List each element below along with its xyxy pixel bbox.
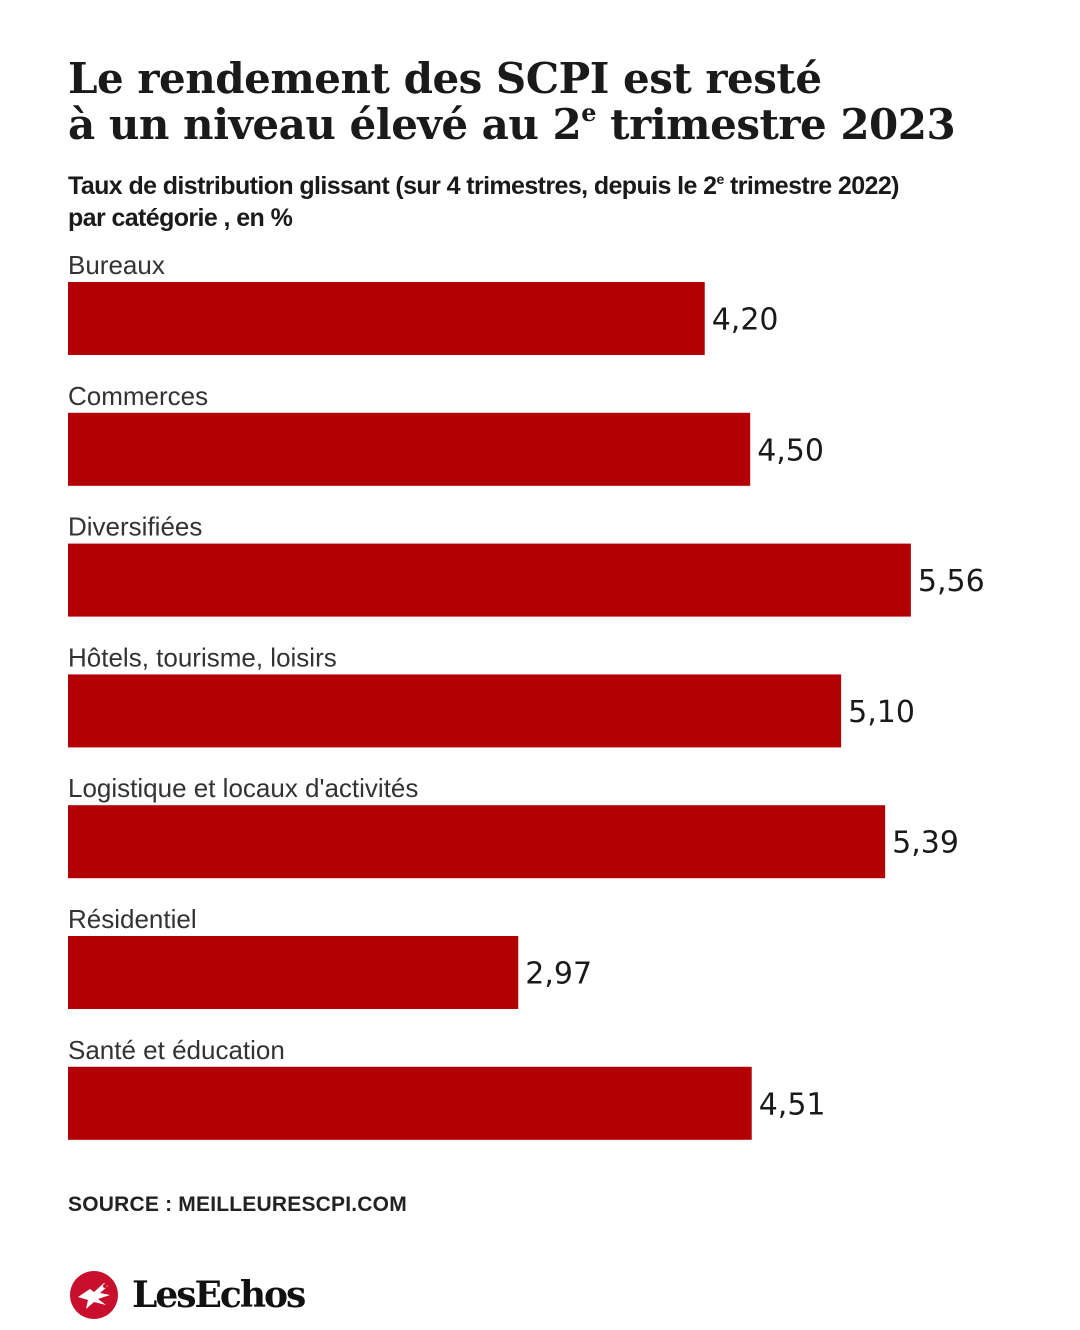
category-label-sante-et-education: Santé et éducation bbox=[68, 1035, 285, 1065]
bar-logistique-et-locaux-d-activites bbox=[68, 805, 886, 879]
chart-subtitle-line-2: par catégorie , en % bbox=[68, 204, 293, 232]
bar-bureaux bbox=[68, 282, 705, 355]
chart-subtitle-start: Taux de distribution glissant (sur 4 tri… bbox=[68, 172, 717, 200]
brand-name: LesEchos bbox=[132, 1274, 306, 1316]
bar-sante-et-education bbox=[68, 1066, 752, 1140]
value-label-bureaux: 4,20 bbox=[712, 303, 779, 338]
bar-residentiel bbox=[68, 936, 519, 1009]
value-label-logistique-et-locaux-d-activites: 5,39 bbox=[892, 826, 959, 861]
value-label-commerces: 4,50 bbox=[757, 433, 824, 468]
value-label-hotels-tourisme-loisirs: 5,10 bbox=[848, 695, 915, 730]
source-note: SOURCE : MEILLEURESCPI.COM bbox=[68, 1193, 407, 1216]
category-label-diversifiees: Diversifiées bbox=[68, 512, 202, 542]
chart-subtitle: Taux de distribution glissant (sur 4 tri… bbox=[68, 170, 1028, 234]
bar-chart: Bureaux 4,20 Commerces 4,50 Diversifiées 5,56… bbox=[68, 250, 985, 1140]
bar-diversifiees bbox=[68, 543, 911, 617]
category-label-hotels-tourisme-loisirs: Hôtels, tourisme, loisirs bbox=[68, 642, 337, 672]
chart-title-line-2-end: trimestre 2023 bbox=[596, 100, 956, 149]
bar-commerces bbox=[68, 412, 751, 486]
category-label-commerces: Commerces bbox=[68, 381, 208, 411]
chart-subtitle-superscript: e bbox=[716, 171, 724, 187]
chart-title-line-1: Le rendement des SCPI est resté bbox=[68, 54, 822, 103]
chart-title: Le rendement des SCPI est resté à un niv… bbox=[68, 56, 1028, 148]
brand-logo: LesEchos bbox=[68, 1268, 306, 1322]
chart-title-line-2-start: à un niveau élevé au 2 bbox=[68, 100, 582, 149]
category-label-bureaux: Bureaux bbox=[68, 250, 165, 280]
value-label-sante-et-education: 4,51 bbox=[759, 1087, 826, 1122]
chart-title-superscript: e bbox=[581, 98, 597, 127]
chart-subtitle-end: trimestre 2022) bbox=[723, 172, 899, 200]
bar-hotels-tourisme-loisirs bbox=[68, 674, 842, 748]
value-label-residentiel: 2,97 bbox=[525, 957, 592, 992]
les-echos-emblem-icon bbox=[70, 1271, 118, 1319]
category-label-logistique-et-locaux-d-activites: Logistique et locaux d'activités bbox=[68, 773, 418, 803]
value-label-diversifiees: 5,56 bbox=[918, 564, 985, 599]
category-label-residentiel: Résidentiel bbox=[68, 904, 197, 934]
